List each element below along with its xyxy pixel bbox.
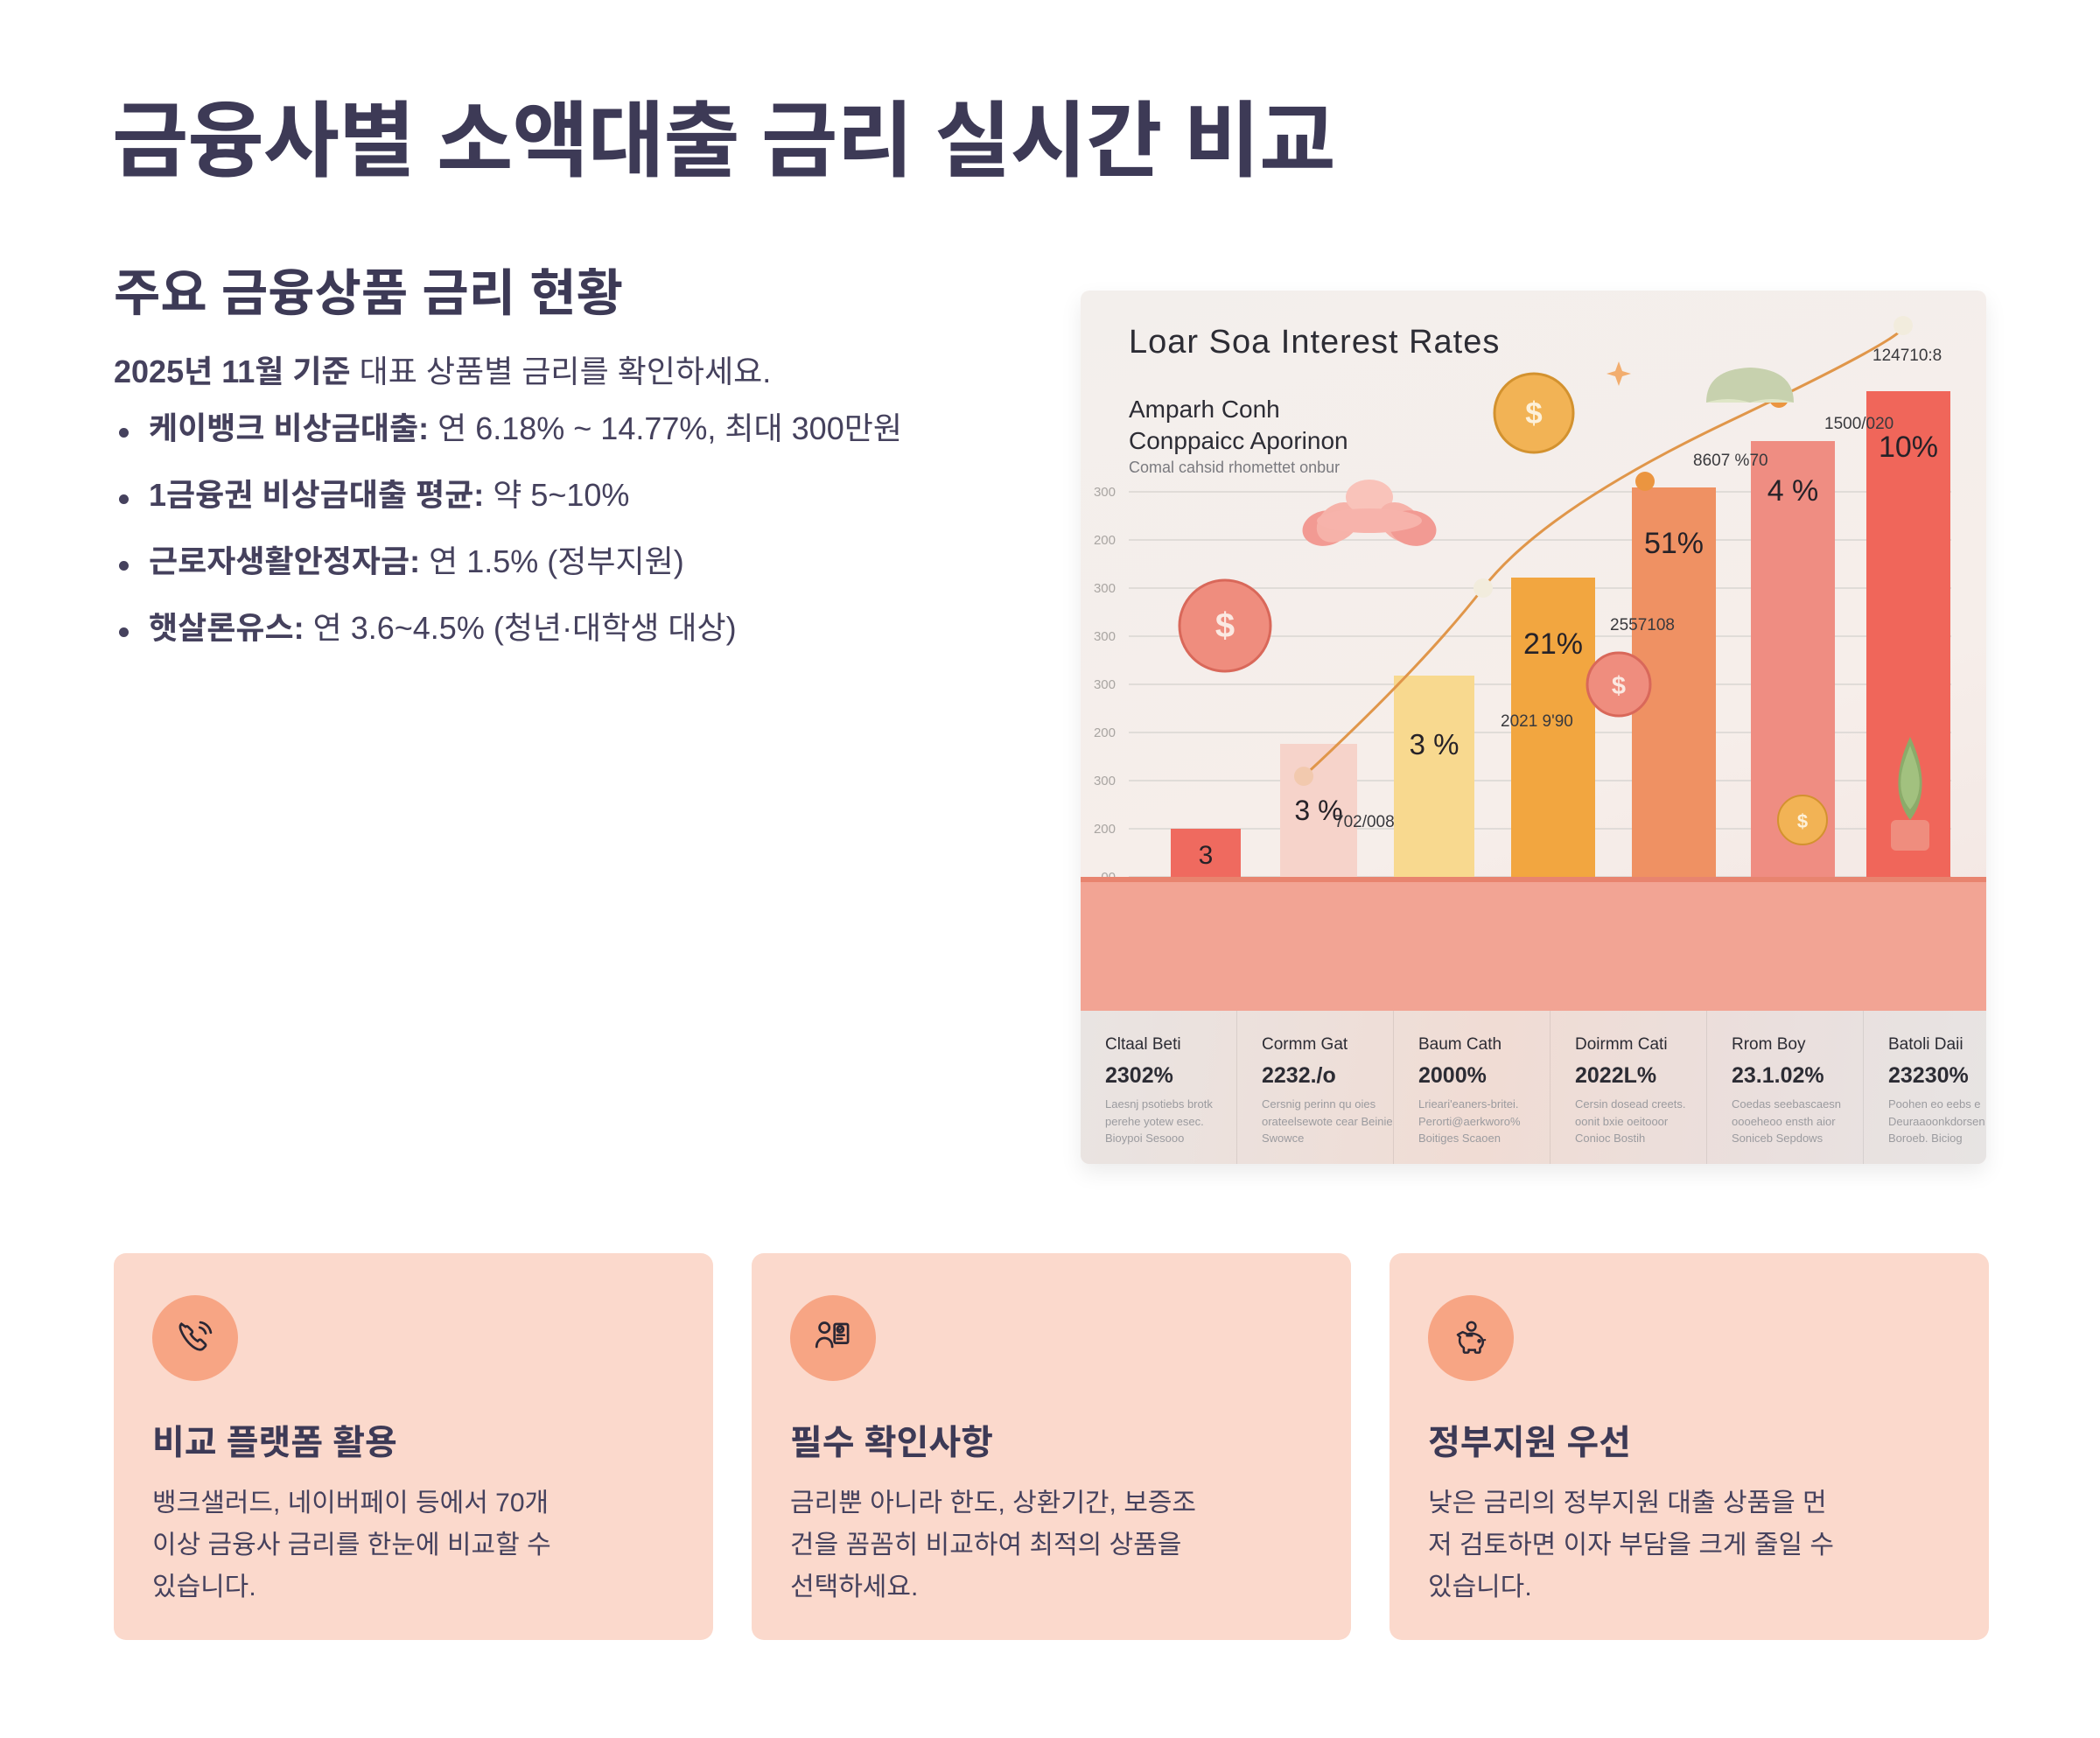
svg-text:51%: 51% [1644, 527, 1704, 560]
svg-text:300: 300 [1094, 581, 1116, 596]
svg-text:200: 200 [1094, 725, 1116, 740]
svg-text:3: 3 [1199, 841, 1214, 870]
svg-text:300: 300 [1094, 774, 1116, 788]
svg-text:3 %: 3 % [1410, 728, 1460, 760]
svg-text:10%: 10% [1879, 431, 1938, 464]
svg-text:300: 300 [1094, 629, 1116, 644]
svg-text:2021 9'90: 2021 9'90 [1501, 712, 1573, 731]
svg-text:300: 300 [1094, 485, 1116, 500]
svg-text:300: 300 [1094, 677, 1116, 692]
svg-text:$: $ [1525, 396, 1542, 431]
svg-text:124710:8: 124710:8 [1872, 347, 1942, 365]
svg-text:21%: 21% [1523, 627, 1583, 661]
svg-text:200: 200 [1094, 533, 1116, 548]
svg-text:$: $ [1797, 810, 1808, 832]
svg-text:2557108: 2557108 [1610, 616, 1675, 634]
svg-text:200: 200 [1094, 822, 1116, 837]
svg-text:1500/020: 1500/020 [1824, 415, 1894, 433]
svg-text:8607 %70: 8607 %70 [1693, 452, 1768, 470]
svg-text:$: $ [1612, 672, 1626, 700]
svg-text:$: $ [1215, 606, 1235, 645]
svg-text:702/008: 702/008 [1334, 813, 1395, 831]
svg-text:4 %: 4 % [1768, 474, 1819, 508]
